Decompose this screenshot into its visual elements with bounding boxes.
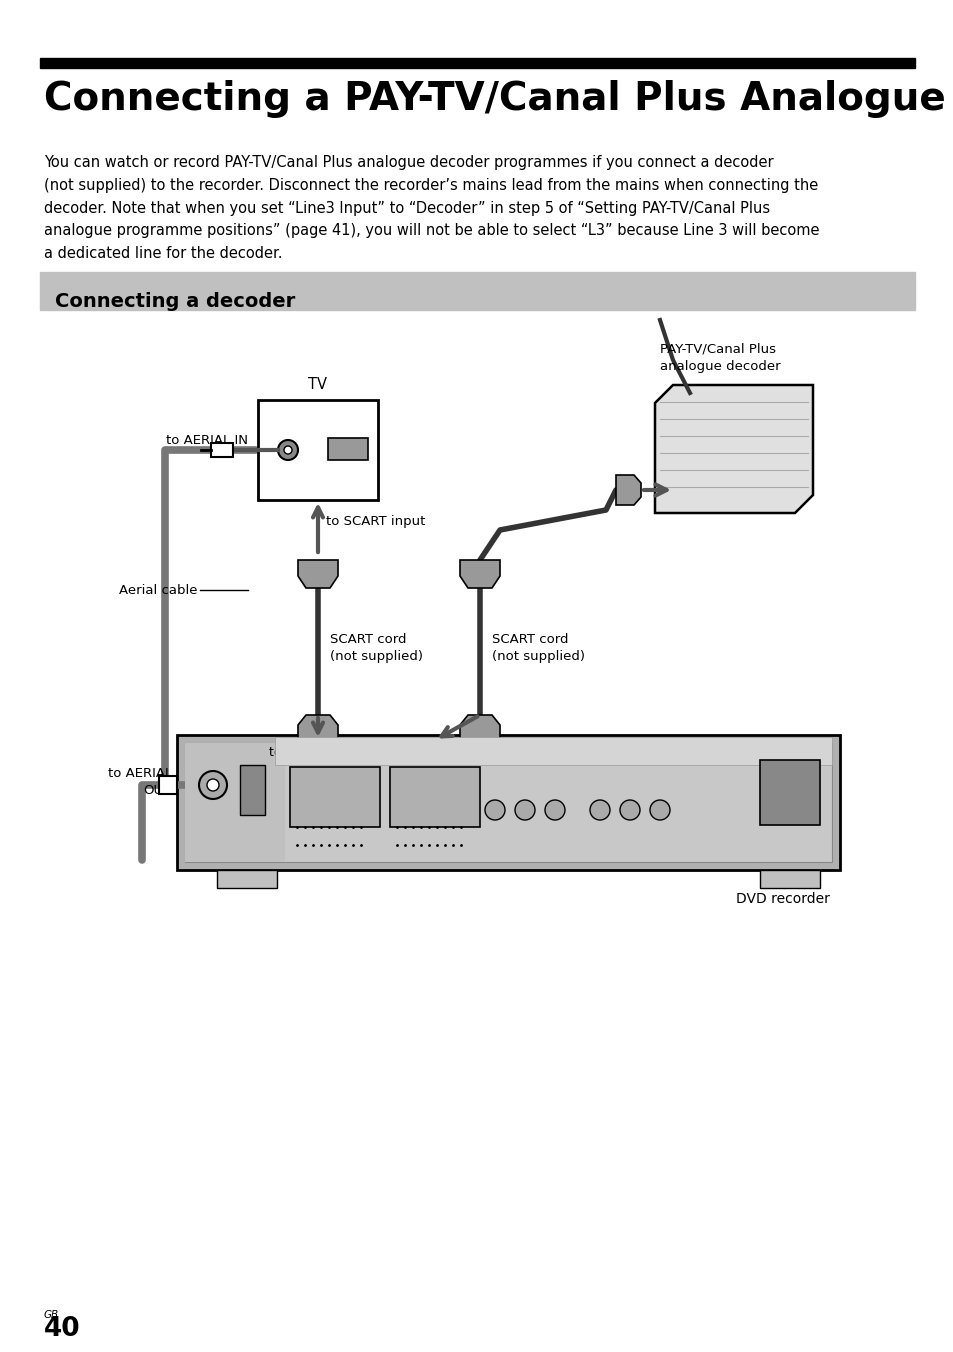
Bar — [185, 744, 285, 863]
Polygon shape — [655, 385, 812, 512]
Bar — [185, 744, 831, 863]
Circle shape — [649, 800, 669, 821]
Text: to ⇄ LINE 3/DECODER: to ⇄ LINE 3/DECODER — [481, 746, 618, 758]
Text: SCART cord
(not supplied): SCART cord (not supplied) — [330, 633, 422, 662]
Text: Aerial cable: Aerial cable — [119, 584, 198, 596]
Circle shape — [515, 800, 535, 821]
Bar — [211, 443, 233, 457]
Text: You can watch or record PAY-TV/Canal Plus analogue decoder programmes if you con: You can watch or record PAY-TV/Canal Plu… — [44, 155, 819, 261]
Bar — [328, 438, 368, 460]
Polygon shape — [297, 560, 337, 588]
Polygon shape — [459, 560, 499, 588]
Bar — [760, 760, 820, 825]
Text: GB: GB — [44, 1310, 59, 1320]
Bar — [40, 272, 914, 310]
Text: to AERIAL IN: to AERIAL IN — [166, 434, 248, 448]
Circle shape — [484, 800, 504, 821]
Circle shape — [589, 800, 609, 821]
Circle shape — [277, 439, 297, 460]
Polygon shape — [297, 715, 337, 742]
Circle shape — [284, 446, 292, 454]
Circle shape — [207, 779, 219, 791]
Bar — [257, 400, 377, 500]
Circle shape — [619, 800, 639, 821]
Bar — [760, 869, 820, 888]
Text: Connecting a PAY-TV/Canal Plus Analogue Decoder: Connecting a PAY-TV/Canal Plus Analogue … — [44, 80, 953, 118]
Circle shape — [544, 800, 564, 821]
Text: DVD recorder: DVD recorder — [736, 892, 829, 906]
Bar — [390, 767, 479, 827]
Bar — [40, 58, 914, 68]
Bar — [177, 735, 840, 869]
Polygon shape — [616, 475, 640, 506]
Text: TV: TV — [308, 377, 327, 392]
Text: to AERIAL
OUT: to AERIAL OUT — [108, 767, 172, 796]
Text: PAY-TV/Canal Plus
analogue decoder: PAY-TV/Canal Plus analogue decoder — [659, 343, 780, 373]
Bar — [290, 767, 379, 827]
Bar — [216, 869, 276, 888]
Text: Connecting a decoder: Connecting a decoder — [55, 292, 294, 311]
Text: to ⇄ LINE 1 – TV: to ⇄ LINE 1 – TV — [269, 746, 370, 758]
Text: 40: 40 — [44, 1315, 81, 1343]
Text: SCART cord
(not supplied): SCART cord (not supplied) — [492, 633, 584, 662]
Bar — [274, 737, 831, 765]
Bar — [240, 765, 265, 815]
Polygon shape — [459, 715, 499, 742]
Text: to SCART input: to SCART input — [326, 515, 425, 529]
Circle shape — [199, 771, 227, 799]
Bar — [159, 776, 177, 794]
